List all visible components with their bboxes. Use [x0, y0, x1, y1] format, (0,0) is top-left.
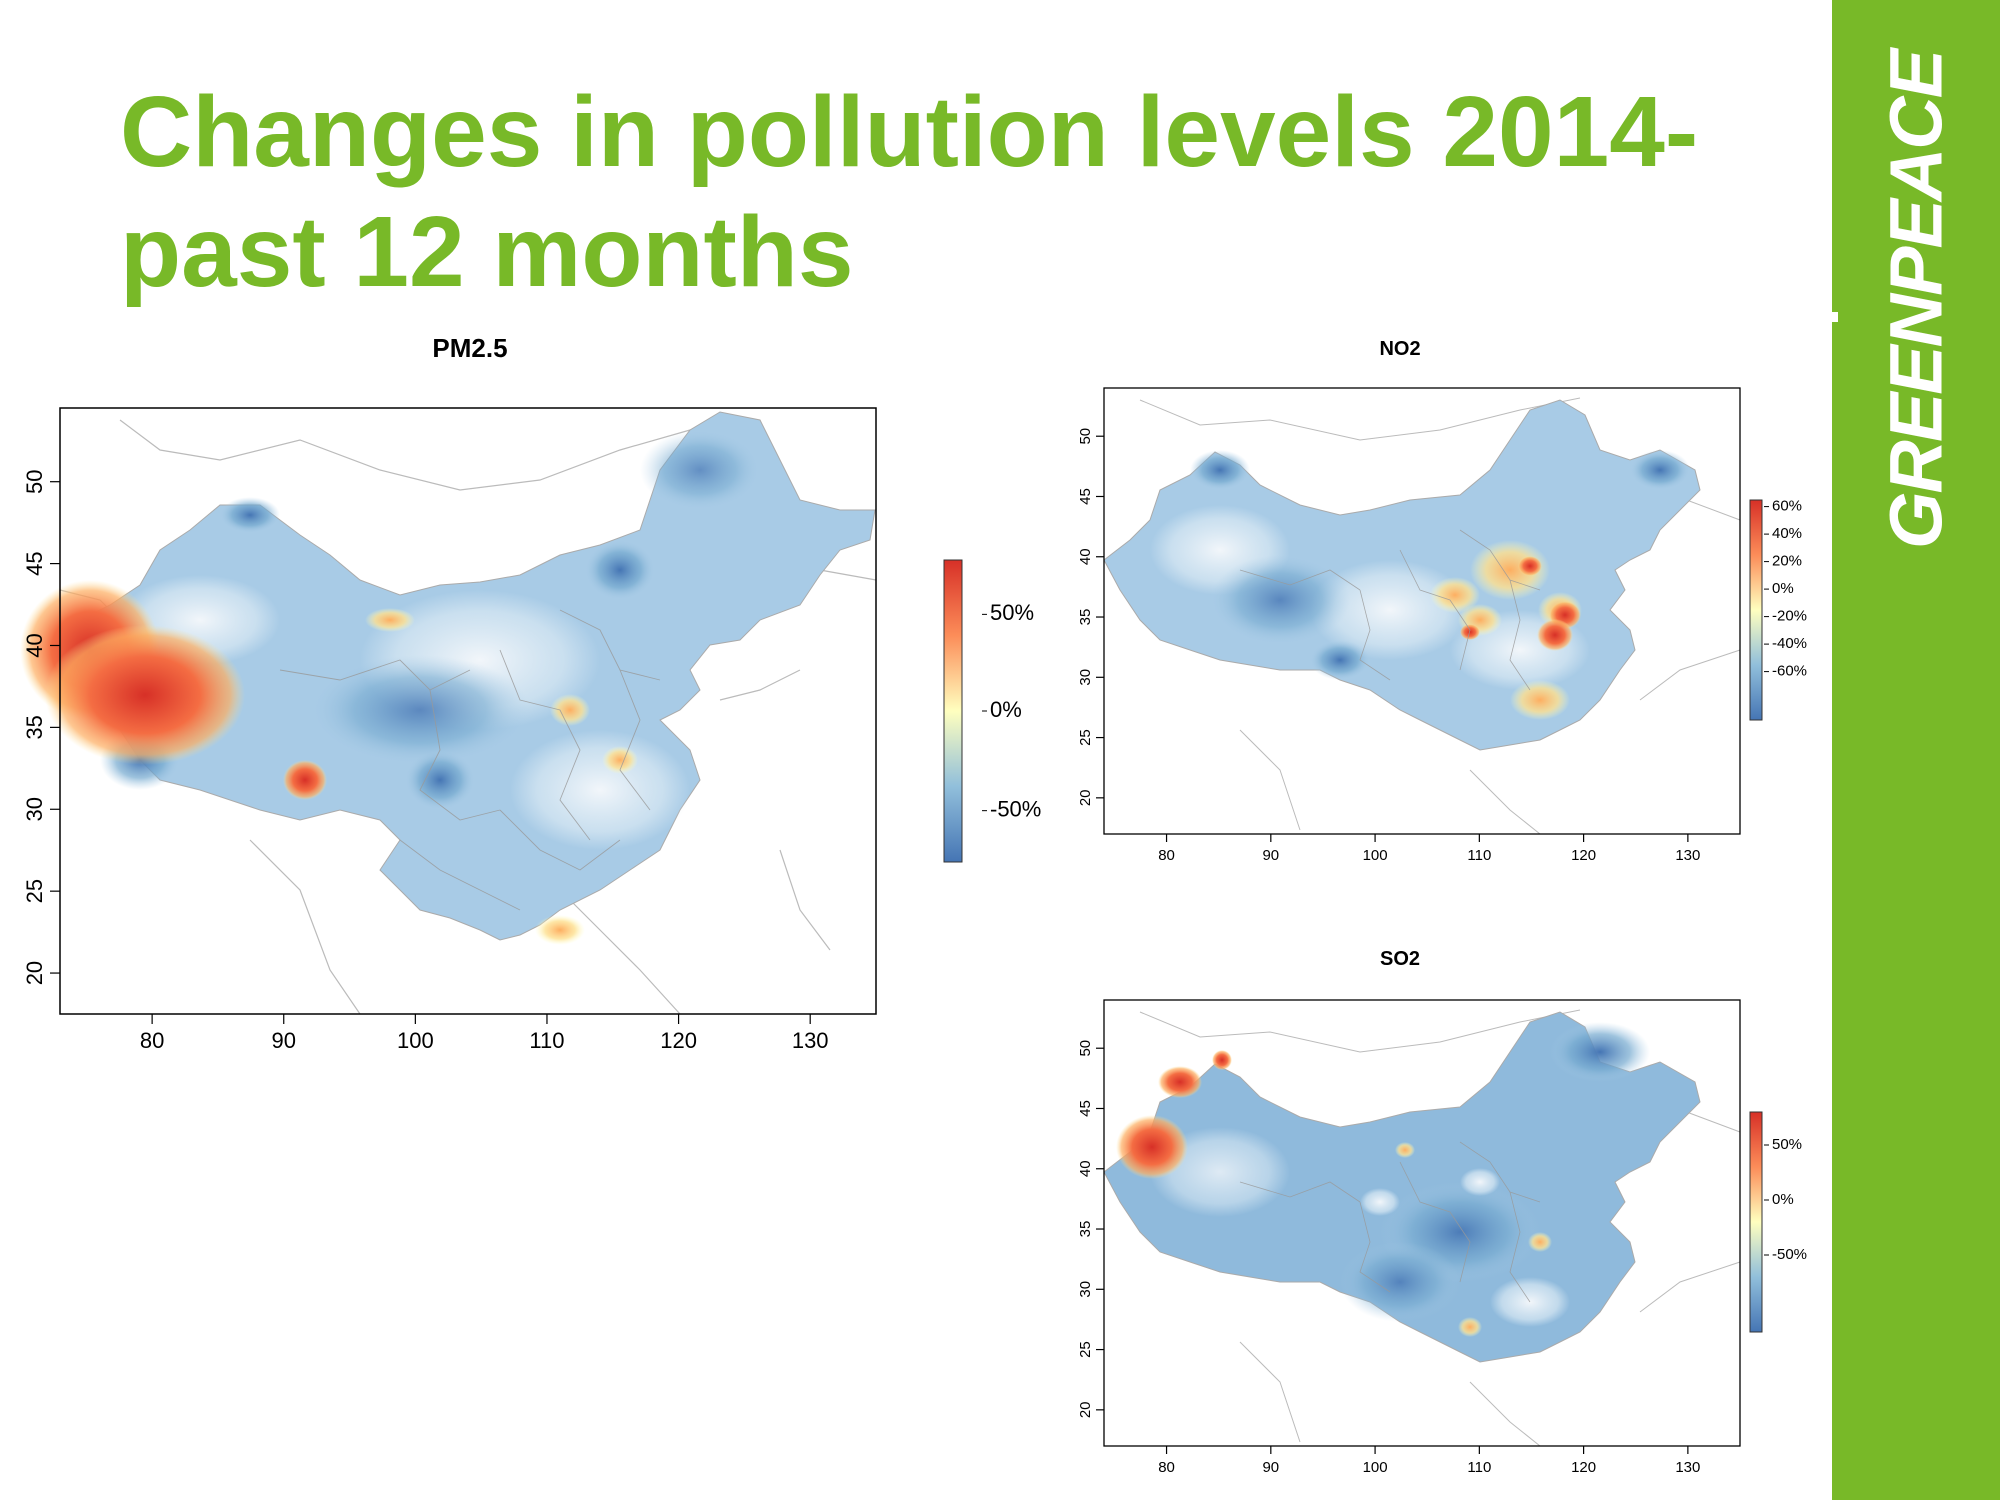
- no2-map-canvas: [1103, 387, 1741, 835]
- no2-y-tick-label: 25: [1077, 729, 1094, 746]
- slide-title: Changes in pollution levels 2014- past 1…: [120, 76, 1699, 308]
- pm25-x-tick-label: 100: [397, 1028, 434, 1053]
- so2-map-title: SO2: [1379, 948, 1421, 970]
- so2-y-tick-label: 40: [1077, 1160, 1094, 1177]
- no2-x-tick-label: 80: [1158, 847, 1175, 864]
- pm25-y-tick-label: 30: [22, 797, 47, 821]
- pm25-plot-frame: [59, 407, 877, 1015]
- no2-axes: 80 90 100 110 120 130 20 25 30 35 40 45 50: [1077, 428, 1700, 864]
- no2-y-tick-label: 40: [1077, 548, 1094, 565]
- pm25-y-tick-label: 25: [22, 879, 47, 903]
- so2-legend-label: -50%: [1772, 1246, 1807, 1263]
- so2-y-tick-label: 20: [1077, 1401, 1094, 1418]
- no2-map-title: NO2: [1379, 338, 1421, 360]
- so2-x-tick-label: 110: [1467, 1459, 1491, 1476]
- no2-province-borders: [1239, 529, 1541, 691]
- no2-y-tick-label: 45: [1077, 488, 1094, 505]
- no2-legend-label: 20%: [1772, 553, 1802, 570]
- so2-y-tick-label: 45: [1077, 1100, 1094, 1117]
- no2-x-tick-label: 130: [1675, 847, 1700, 864]
- so2-province-borders: [1239, 1141, 1541, 1303]
- pm25-x-tick-label: 90: [271, 1028, 295, 1053]
- no2-concentration-field: [1150, 450, 1690, 720]
- no2-x-tick-label: 110: [1467, 847, 1491, 864]
- no2-y-tick-label: 30: [1077, 669, 1094, 686]
- no2-x-tick-label: 90: [1262, 847, 1279, 864]
- so2-x-tick-label: 100: [1363, 1459, 1388, 1476]
- so2-y-tick-label: 35: [1077, 1221, 1094, 1238]
- pm25-y-tick-label: 40: [22, 633, 47, 657]
- so2-map-canvas: [1103, 999, 1741, 1447]
- pm25-legend-label: 0%: [990, 697, 1022, 722]
- so2-map: 80 90 100 110 120 130 20 25 30 35 40 45 50 50% 0% -50%: [1077, 999, 1807, 1476]
- so2-china-landmass: [1103, 1011, 1701, 1363]
- pm25-map: 80 90 100 110 120 130 20 25 30 35 40 45 50 50% 0% -50%: [20, 407, 1041, 1053]
- pm25-legend-label: -50%: [990, 796, 1041, 821]
- so2-x-tick-label: 80: [1158, 1459, 1175, 1476]
- so2-y-tick-label: 50: [1077, 1040, 1094, 1057]
- so2-concentration-field: [1116, 1022, 1650, 1337]
- pm25-y-tick-label: 50: [22, 469, 47, 493]
- pm25-map-canvas: [20, 407, 877, 1015]
- no2-x-tick-label: 100: [1363, 847, 1388, 864]
- pm25-x-tick-label: 130: [792, 1028, 829, 1053]
- no2-legend-label: -60%: [1772, 663, 1807, 680]
- brand-bar: [1832, 0, 2000, 1500]
- pm25-concentration-field: [20, 430, 760, 945]
- pm25-axes: 80 90 100 110 120 130 20 25 30 35 40 45 50: [22, 469, 829, 1053]
- so2-plot-frame: [1103, 999, 1741, 1447]
- pm25-x-tick-label: 80: [140, 1028, 164, 1053]
- pm25-y-tick-label: 45: [22, 551, 47, 575]
- pm25-y-tick-label: 35: [22, 715, 47, 739]
- no2-y-tick-label: 50: [1077, 428, 1094, 445]
- so2-legend-colorbar: [1749, 1111, 1763, 1333]
- no2-legend-colorbar: [1749, 499, 1763, 721]
- so2-x-tick-label: 90: [1262, 1459, 1279, 1476]
- no2-legend-label: 60%: [1772, 498, 1802, 515]
- pm25-map-title: PM2.5: [432, 333, 508, 363]
- no2-y-tick-label: 20: [1077, 789, 1094, 806]
- pm25-x-tick-label: 120: [660, 1028, 697, 1053]
- so2-legend-label: 0%: [1772, 1191, 1794, 1208]
- so2-y-tick-label: 25: [1077, 1341, 1094, 1358]
- pm25-x-tick-label: 110: [529, 1028, 564, 1053]
- pm25-y-tick-label: 20: [22, 961, 47, 985]
- no2-plot-frame: [1103, 387, 1741, 835]
- no2-legend-label: 40%: [1772, 525, 1802, 542]
- no2-legend-label: -20%: [1772, 608, 1807, 625]
- greenpeace-logo: GREENPEACE: [1874, 50, 1958, 550]
- no2-neighbor-borders: [1139, 397, 1741, 835]
- no2-color-legend: 60% 40% 20% 0% -20% -40% -60%: [1749, 498, 1807, 721]
- pm25-legend-colorbar: [943, 559, 963, 863]
- no2-y-tick-label: 35: [1077, 609, 1094, 626]
- so2-y-tick-label: 30: [1077, 1281, 1094, 1298]
- so2-x-tick-label: 130: [1675, 1459, 1700, 1476]
- no2-map: 80 90 100 110 120 130 20 25 30 35 40 45 50 60% 40% 20%…: [1077, 387, 1807, 864]
- so2-axes: 80 90 100 110 120 130 20 25 30 35 40 45 50: [1077, 1040, 1700, 1476]
- no2-x-tick-label: 120: [1571, 847, 1596, 864]
- pm25-province-borders: [279, 609, 661, 911]
- so2-color-legend: 50% 0% -50%: [1749, 1111, 1807, 1333]
- no2-legend-label: -40%: [1772, 635, 1807, 652]
- so2-legend-label: 50%: [1772, 1136, 1802, 1153]
- pm25-color-legend: 50% 0% -50%: [943, 559, 1041, 863]
- so2-x-tick-label: 120: [1571, 1459, 1596, 1476]
- pm25-legend-label: 50%: [990, 600, 1034, 625]
- no2-legend-label: 0%: [1772, 580, 1794, 597]
